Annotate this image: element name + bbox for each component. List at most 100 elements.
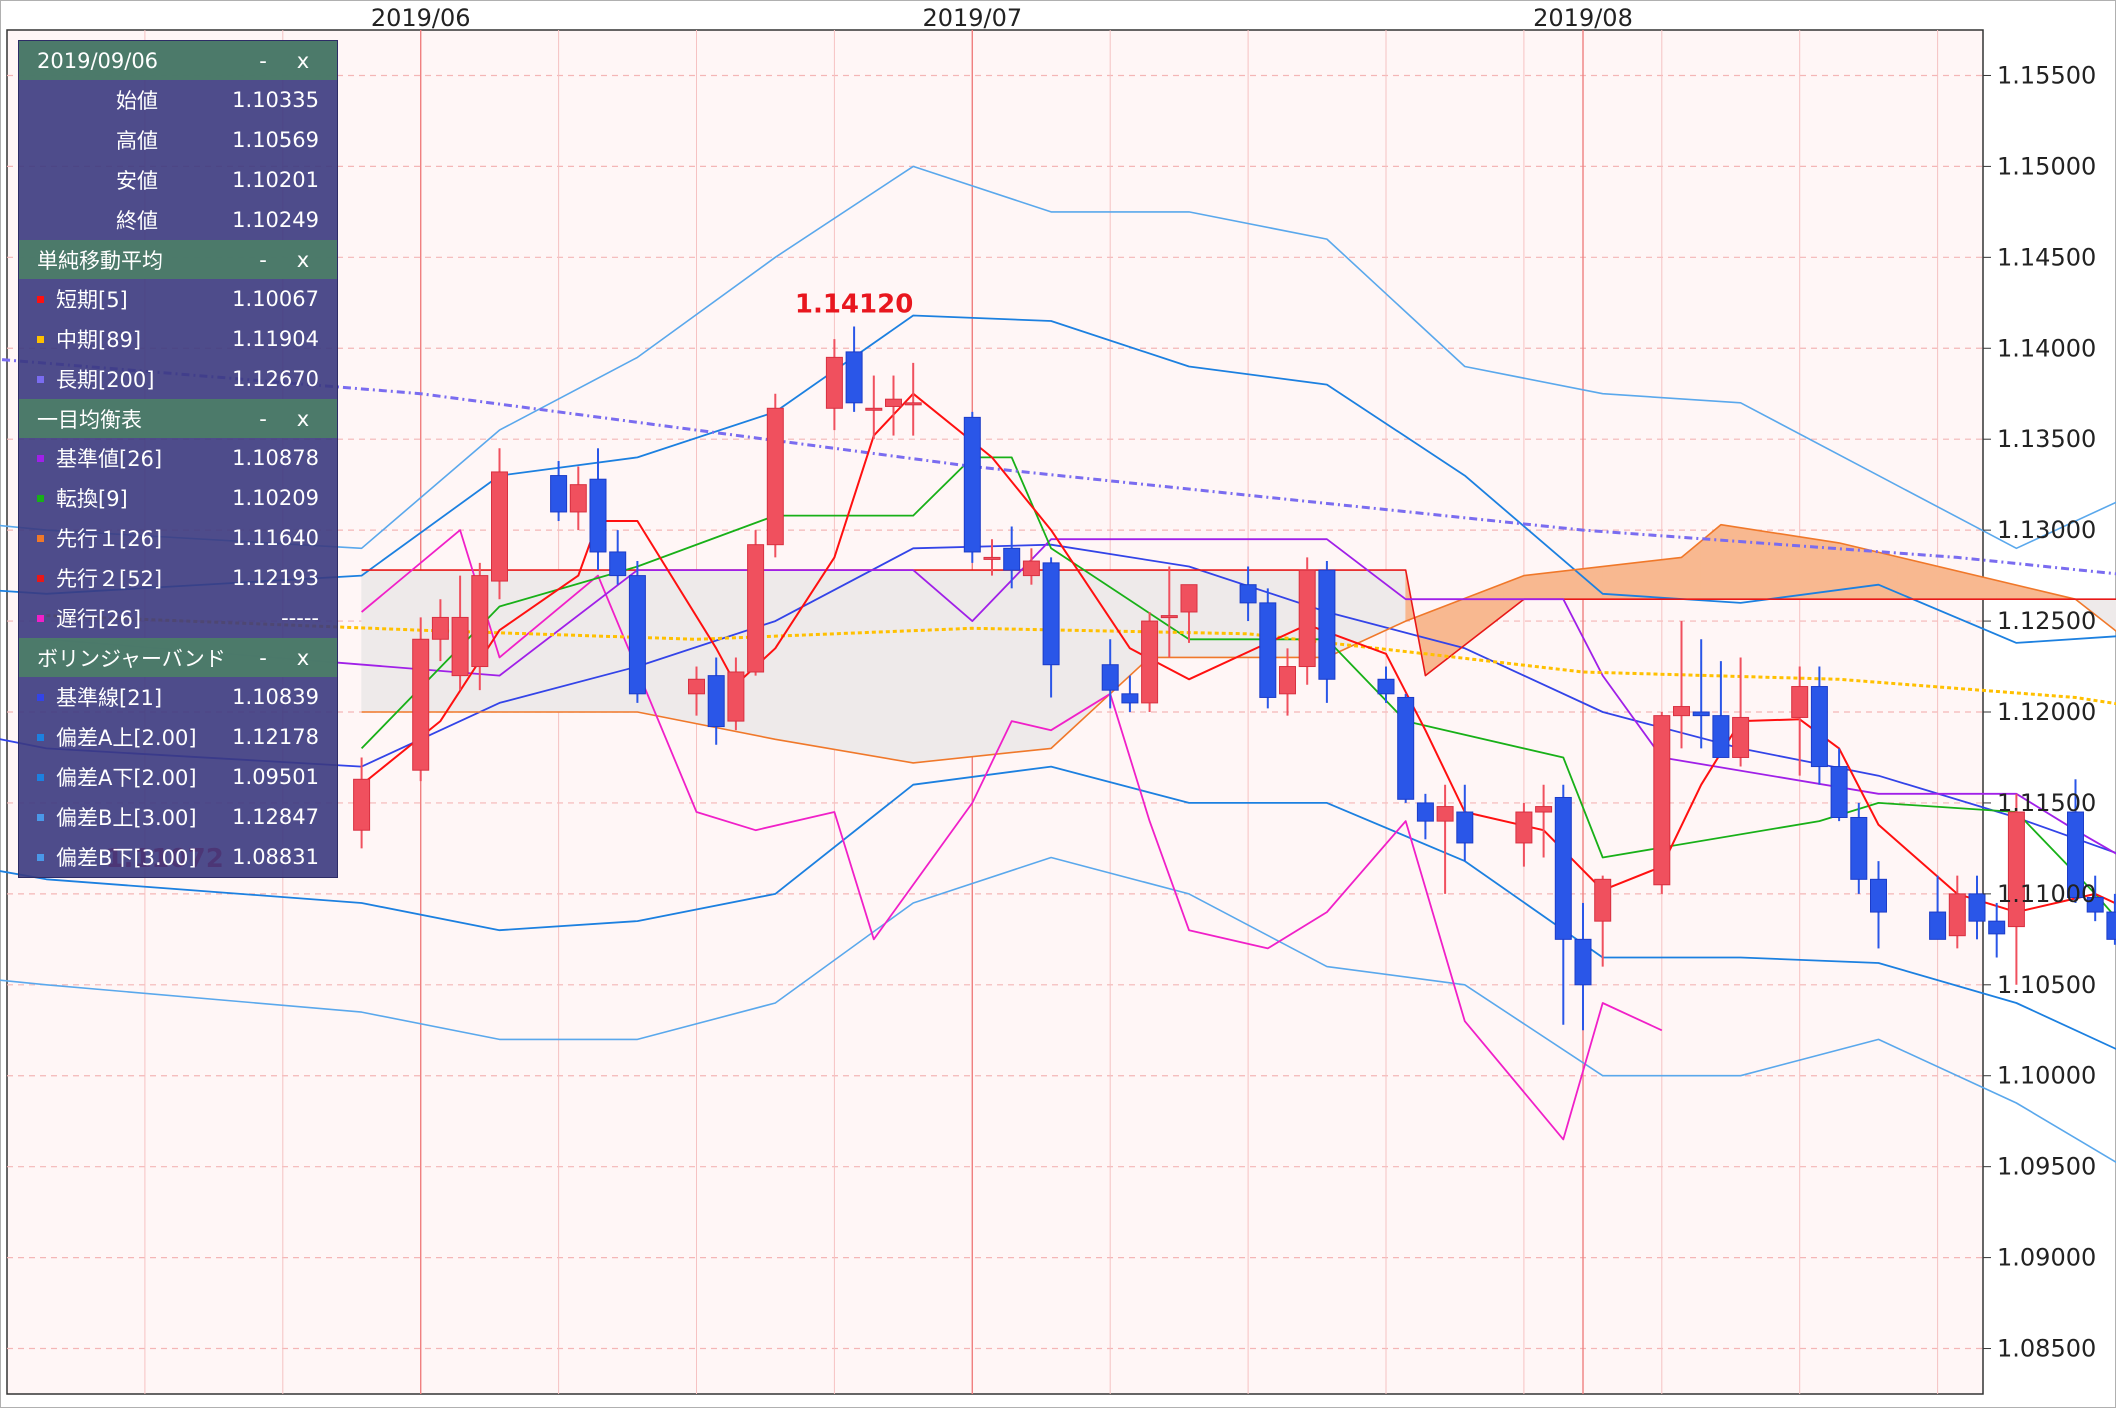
candle xyxy=(1948,875,1966,949)
legend-swatch xyxy=(37,574,44,582)
bollinger-label: 偏差B下[3.00] xyxy=(56,846,197,870)
sma-row: 短期[5] 1.10067 xyxy=(19,279,337,319)
candle xyxy=(431,599,449,662)
legend-swatch xyxy=(37,494,44,502)
bollinger-row: 偏差B上[3.00] 1.12847 xyxy=(19,797,337,837)
bollinger-basis-line xyxy=(0,543,2116,854)
candle xyxy=(1101,639,1119,709)
candle xyxy=(550,461,568,522)
candle xyxy=(1298,557,1316,685)
candle xyxy=(963,411,981,563)
ohlc-row-close: 終値 1.10249 xyxy=(19,200,337,240)
sma-row: 中期[89] 1.11904 xyxy=(19,319,337,359)
bollinger-value: 1.08831 xyxy=(232,845,319,869)
candle-body xyxy=(1870,878,1887,913)
info-panel: 2019/09/06 - x 始値 1.10335 高値 1.10569 安値 … xyxy=(18,40,338,878)
candle-body xyxy=(1397,696,1415,800)
ohlc-label: 始値 xyxy=(116,89,158,113)
x-tick-label: 2019/08 xyxy=(1533,4,1633,32)
ichimoku-rows: 基準値[26] 1.10878 転換[9] 1.10209 先行１[26] 1.11640… xyxy=(19,438,337,638)
candle-body xyxy=(1929,911,1947,940)
candle-body xyxy=(825,356,843,409)
candle-body xyxy=(1042,562,1060,666)
candle-body xyxy=(845,351,863,404)
ohlc-value: 1.10569 xyxy=(232,128,319,152)
bollinger-label: 偏差B上[3.00] xyxy=(56,806,197,830)
cloud-segment xyxy=(912,569,934,764)
cloud-segment xyxy=(1897,556,1919,600)
bollinger-b-lower-line xyxy=(0,856,2116,1164)
y-tick-label: 1.09000 xyxy=(1997,1244,2096,1272)
cloud-segment xyxy=(1641,559,1663,600)
minimize-button[interactable]: - xyxy=(259,645,267,670)
ohlc-value: 1.10249 xyxy=(232,208,319,232)
sma-row: 長期[200] 1.12670 xyxy=(19,359,337,399)
legend-swatch xyxy=(37,813,44,821)
ichimoku-value: 1.10878 xyxy=(232,446,319,470)
ichimoku-value: 1.10209 xyxy=(232,486,319,510)
candle-body xyxy=(1653,715,1671,886)
bollinger-row: 基準線[21] 1.10839 xyxy=(19,677,337,717)
legend-swatch xyxy=(37,454,44,462)
bollinger-label: 偏差A上[2.00] xyxy=(56,726,197,750)
candle-body xyxy=(589,478,607,553)
candle-body xyxy=(1416,802,1434,822)
candle-body xyxy=(451,616,469,677)
close-button[interactable]: x xyxy=(296,645,310,670)
candle-body xyxy=(1988,920,2006,935)
cloud-segment xyxy=(952,569,973,760)
y-tick-label: 1.09500 xyxy=(1997,1153,2096,1181)
ichimoku-value: 1.12193 xyxy=(232,566,319,590)
cloud-segment xyxy=(1523,572,1544,600)
candle xyxy=(1416,793,1434,840)
cloud-segment xyxy=(597,569,619,713)
minimize-button[interactable]: - xyxy=(259,406,267,431)
legend-swatch xyxy=(37,335,44,343)
bollinger-b-upper-line xyxy=(0,165,2116,550)
candle xyxy=(1791,666,1809,776)
cloud-segment xyxy=(1838,542,1860,600)
candle-body xyxy=(1239,584,1257,604)
y-tick-label: 1.13500 xyxy=(1997,425,2096,453)
y-tick-label: 1.12000 xyxy=(1997,698,2096,726)
bollinger-section-header: ボリンジャーバンド - x xyxy=(19,638,337,677)
cloud-segment xyxy=(1543,570,1564,600)
candle xyxy=(1692,639,1710,749)
cloud-segment xyxy=(656,569,678,721)
sma-value: 1.11904 xyxy=(232,327,319,351)
bollinger-row: 偏差A上[2.00] 1.12178 xyxy=(19,717,337,757)
candle xyxy=(865,375,883,440)
ichimoku-title: 一目均衡表 xyxy=(37,407,142,432)
legend-swatch xyxy=(37,614,44,622)
minimize-button[interactable]: - xyxy=(259,247,267,272)
candle xyxy=(1870,861,1887,949)
candle-body xyxy=(1712,715,1730,758)
minimize-button[interactable]: - xyxy=(259,48,267,73)
candle xyxy=(1377,666,1395,703)
candle xyxy=(1456,784,1474,862)
close-button[interactable]: x xyxy=(296,48,310,73)
candle xyxy=(1850,802,1868,894)
candle-body xyxy=(1003,547,1021,571)
candle-body xyxy=(2007,811,2025,928)
candle xyxy=(569,466,587,531)
candle xyxy=(1397,693,1415,803)
bollinger-value: 1.09501 xyxy=(232,765,319,789)
candle xyxy=(707,657,725,745)
candle xyxy=(1673,621,1690,749)
candle xyxy=(1141,611,1159,712)
ichimoku-section-header: 一目均衡表 - x xyxy=(19,399,337,438)
cloud-segment xyxy=(1661,557,1682,600)
bollinger-row: 偏差A下[2.00] 1.09501 xyxy=(19,757,337,797)
ichimoku-row: 転換[9] 1.10209 xyxy=(19,478,337,518)
candle xyxy=(491,448,508,600)
candle xyxy=(353,757,371,849)
ohlc-value: 1.10335 xyxy=(232,88,319,112)
ichimoku-label: 先行１[26] xyxy=(56,527,163,551)
close-button[interactable]: x xyxy=(296,247,310,272)
candle-body xyxy=(2086,897,2104,913)
ohlc-label: 終値 xyxy=(116,209,158,233)
close-button[interactable]: x xyxy=(296,406,310,431)
candle xyxy=(1022,548,1040,585)
